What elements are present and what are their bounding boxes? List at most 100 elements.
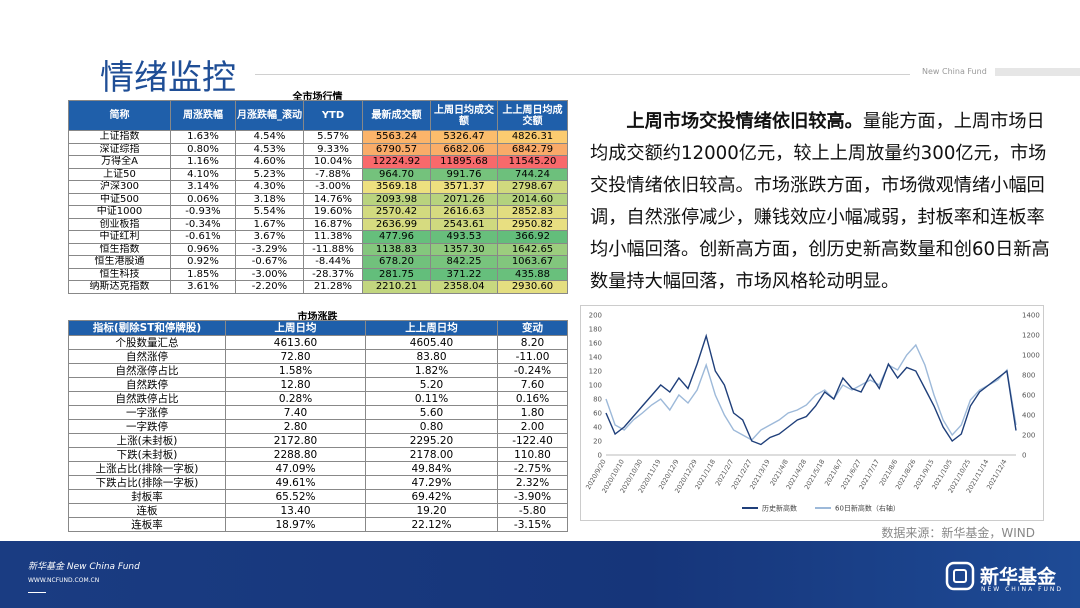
table-cell: -28.37% xyxy=(303,267,363,281)
table-row: 一字涨停 7.40 5.60 1.80 xyxy=(68,405,568,420)
y-tick-label: 80 xyxy=(593,396,602,404)
table-row: 自然跌停占比 0.28% 0.11% 0.16% xyxy=(68,391,568,406)
table-cell: 2.32% xyxy=(497,475,568,490)
table-row: 恒生指数 0.96% -3.29% -11.88% 1138.83 1357.30 1642… xyxy=(68,242,568,256)
table-cell: 2358.04 xyxy=(430,280,498,294)
table-row: 中证1000 -0.93% 5.54% 19.60% 2570.42 2616.63 285… xyxy=(68,205,568,219)
table-cell: 2210.21 xyxy=(362,280,431,294)
table-cell: 11895.68 xyxy=(430,155,498,169)
y-tick-label: 140 xyxy=(589,354,602,362)
table-cell: 0.28% xyxy=(225,391,366,406)
table-cell: 5326.47 xyxy=(430,130,498,144)
column-header: 月涨跌幅_滚动 xyxy=(235,100,304,131)
table-cell: 万得全A xyxy=(68,155,171,169)
column-header: 上上周日均 xyxy=(365,320,498,336)
table-cell: -0.93% xyxy=(170,205,236,219)
table-cell: 10.04% xyxy=(303,155,363,169)
table-cell: 恒生港股通 xyxy=(68,255,171,269)
table-cell: -3.00% xyxy=(303,180,363,194)
table-cell: 6682.06 xyxy=(430,142,498,156)
table-cell: 5.57% xyxy=(303,130,363,144)
table-cell: 深证综指 xyxy=(68,142,171,156)
table-row: 沪深300 3.14% 4.30% -3.00% 3569.18 3571.37 2798.… xyxy=(68,180,568,194)
commentary-body: 量能方面，上周市场日均成交额约12000亿元，较上上周放量约300亿元，市场交投… xyxy=(590,111,1050,292)
table-cell: 47.09% xyxy=(225,461,366,476)
table-cell: 19.20 xyxy=(365,503,498,518)
header-bar xyxy=(995,68,1080,76)
table-cell: -0.24% xyxy=(497,363,568,378)
footer-band xyxy=(0,541,1080,608)
table-cell: 1357.30 xyxy=(430,242,498,256)
source-note: 数据来源：新华基金，WIND xyxy=(881,526,1035,540)
table-cell: -8.44% xyxy=(303,255,363,269)
table-row: 恒生港股通 0.92% -0.67% -8.44% 678.20 842.25 1063.6… xyxy=(68,255,568,269)
y2-tick-label: 400 xyxy=(1022,412,1035,420)
table-cell: 一字跌停 xyxy=(68,419,226,434)
table-cell: 0.96% xyxy=(170,242,236,256)
table-cell: 1.80 xyxy=(497,405,568,420)
table-cell: 842.25 xyxy=(430,255,498,269)
table-cell: -3.00% xyxy=(235,267,304,281)
table-row: 万得全A 1.16% 4.60% 10.04% 12224.92 11895.68 1154… xyxy=(68,155,568,169)
table-cell: 5.54% xyxy=(235,205,304,219)
table-cell: 1.67% xyxy=(235,217,304,231)
table-cell: -3.29% xyxy=(235,242,304,256)
table-row: 连板率 18.97% 22.12% -3.15% xyxy=(68,517,568,532)
logo-name: 新华基金 xyxy=(980,566,1057,588)
table-cell: 恒生科技 xyxy=(68,267,171,281)
table-cell: 2570.42 xyxy=(362,205,431,219)
table-cell: -0.61% xyxy=(170,230,236,244)
table-cell: 5.20 xyxy=(365,377,498,392)
table-cell: 281.75 xyxy=(362,267,431,281)
table-cell: 477.96 xyxy=(362,230,431,244)
table-cell: -0.67% xyxy=(235,255,304,269)
table-cell: 12224.92 xyxy=(362,155,431,169)
y-tick-label: 100 xyxy=(589,382,602,390)
table-cell: 366.92 xyxy=(497,230,568,244)
table-cell: 4.60% xyxy=(235,155,304,169)
table-cell: 1.63% xyxy=(170,130,236,144)
table-cell: 下跌占比(排除一字板) xyxy=(68,475,226,490)
table-cell: 4.53% xyxy=(235,142,304,156)
y-tick-label: 120 xyxy=(589,368,602,376)
table-cell: 11.38% xyxy=(303,230,363,244)
table-row: 自然跌停 12.80 5.20 7.60 xyxy=(68,377,568,392)
table-cell: 2543.61 xyxy=(430,217,498,231)
column-header: 变动 xyxy=(497,320,568,336)
table-cell: 5.60 xyxy=(365,405,498,420)
table-cell: 18.97% xyxy=(225,517,366,532)
table-cell: 69.42% xyxy=(365,489,498,504)
y2-tick-label: 1000 xyxy=(1022,352,1040,360)
table-cell: 连板率 xyxy=(68,517,226,532)
table-cell: 47.29% xyxy=(365,475,498,490)
table-row: 封板率 65.52% 69.42% -3.90% xyxy=(68,489,568,504)
table-cell: 1.58% xyxy=(225,363,366,378)
table-cell: 0.16% xyxy=(497,391,568,406)
table-cell: 纳斯达克指数 xyxy=(68,280,171,294)
logo-icon xyxy=(945,561,975,591)
table-cell: 5563.24 xyxy=(362,130,431,144)
table-cell: 0.11% xyxy=(365,391,498,406)
column-header: 上周日均 xyxy=(225,320,366,336)
table-cell: -3.15% xyxy=(497,517,568,532)
table-cell: 下跌(未封板) xyxy=(68,447,226,462)
table-cell: -7.88% xyxy=(303,167,363,181)
table-cell: 49.84% xyxy=(365,461,498,476)
header-rule xyxy=(255,74,910,75)
table-cell: 沪深300 xyxy=(68,180,171,194)
table-cell: -2.75% xyxy=(497,461,568,476)
table-cell: 8.20 xyxy=(497,335,568,350)
column-header: 上上周日均成交额 xyxy=(497,100,568,131)
table-cell: 上证指数 xyxy=(68,130,171,144)
line-series xyxy=(605,333,1017,446)
footer-rule xyxy=(28,592,46,593)
table-cell: 自然跌停占比 xyxy=(68,391,226,406)
table-cell: 2616.63 xyxy=(430,205,498,219)
table-cell: -11.88% xyxy=(303,242,363,256)
table-cell: 21.28% xyxy=(303,280,363,294)
column-header: 简称 xyxy=(68,100,171,131)
y2-tick-label: 200 xyxy=(1022,432,1035,440)
table-cell: 0.06% xyxy=(170,192,236,206)
legend-label: 60日新高数（右轴） xyxy=(835,504,900,513)
table-cell: 1138.83 xyxy=(362,242,431,256)
